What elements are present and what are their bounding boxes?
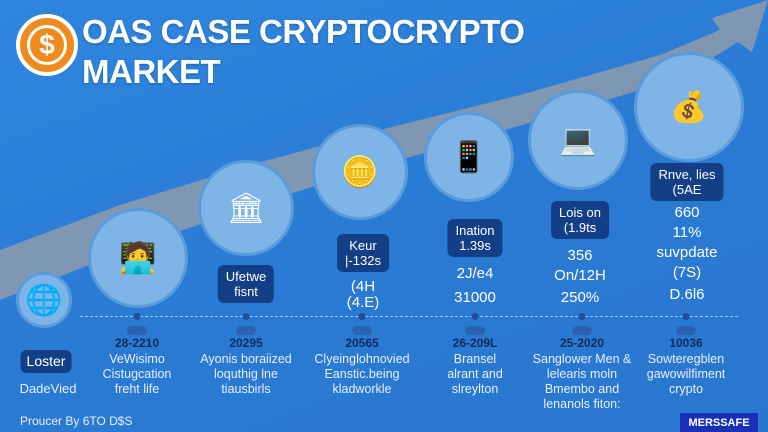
stage-year: 20295 (229, 336, 263, 350)
page-title: OAS CASE CRYPTOCRYPTO MARKET (82, 13, 525, 90)
stage-description: Bransel alrant and slreylton (447, 352, 503, 396)
timeline-dot (242, 313, 250, 320)
timeline-dot (471, 313, 479, 320)
stage-label-box: Lois on (1.9ts (551, 201, 609, 239)
dollar-coin-icon: $ (16, 14, 78, 76)
footer-credit: Proucer By 6TO D$S (20, 414, 133, 428)
timeline-marker (236, 326, 256, 335)
stage-year: 25-2020 (559, 336, 605, 350)
stage-year: 20565 (345, 336, 379, 350)
investors-coins-icon: 💰 (634, 52, 744, 162)
brand-logo: MERSSAFE (680, 413, 758, 432)
stage-description: DadeVied (19, 381, 77, 396)
stage-label-box: Loster (20, 350, 72, 373)
timeline-line (80, 316, 738, 317)
timeline-dot (578, 313, 586, 320)
timeline-marker (352, 326, 372, 335)
timeline-marker (127, 326, 147, 335)
stage-description: Clyeinglohnovied Eanstic.being kladworkle (314, 352, 410, 396)
stage-year: 26-209L (452, 336, 498, 350)
stage-year: 28-2210 (114, 336, 160, 350)
stage-label-box: Ufetwe fisnt (217, 265, 275, 303)
timeline-dot (133, 313, 141, 320)
stage-description: Sowteregblen gawowilfiment crypto (646, 352, 726, 396)
stage-label-box: Ination 1.39s (447, 219, 503, 257)
timeline-dot (682, 313, 690, 320)
network-person-icon: 🧑‍💻 (88, 208, 188, 308)
timeline-dot (358, 313, 366, 320)
stage-stats: 356 On/12H 250% (554, 247, 606, 306)
timeline-marker (465, 326, 485, 335)
stage-stats: 660 11% suvpdate (7S) D.6l6 (656, 204, 718, 303)
bank-icon: 🏛 (198, 160, 294, 256)
stage-stats: (4H (4.E) (346, 278, 380, 311)
stage-label-box: Rnve, lies (5AE (650, 163, 724, 201)
hand-coin-icon: 🪙 (312, 124, 408, 220)
timeline-marker (572, 326, 592, 335)
stage-stats: 2J/e4 31000 (454, 265, 496, 306)
wallet-phone-icon: 📱 (424, 112, 514, 202)
person-laptop-icon: 💻 (528, 90, 628, 190)
timeline-marker (676, 326, 696, 335)
stage-description: VeWisimo Cistugcation freht life (102, 352, 172, 396)
stage-year: 10036 (669, 336, 703, 350)
globe-tree-icon: 🌐 (16, 272, 72, 328)
stage-description: Sanglower Men & lelearis moln Bmembo and le… (532, 352, 632, 411)
stage-label-box: Keur |-132s (337, 234, 389, 272)
stage-description: Ayonis boraiized loquthig lne tiausbirls (200, 352, 292, 396)
